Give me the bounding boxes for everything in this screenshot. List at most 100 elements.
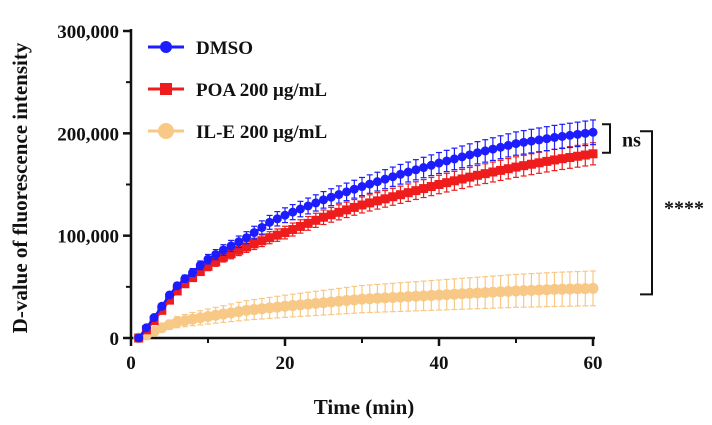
data-point bbox=[580, 128, 590, 138]
data-point bbox=[226, 241, 236, 251]
data-point bbox=[242, 233, 251, 243]
data-point bbox=[211, 250, 221, 260]
data-point bbox=[326, 210, 336, 220]
series-line bbox=[137, 152, 594, 339]
x-axis-title: Time (min) bbox=[314, 395, 415, 419]
data-point bbox=[372, 177, 382, 187]
data-point bbox=[380, 194, 390, 204]
bracket-ns bbox=[602, 123, 611, 154]
data-point bbox=[411, 165, 421, 175]
data-point bbox=[556, 283, 568, 295]
data-point bbox=[272, 214, 282, 224]
data-point bbox=[272, 230, 282, 240]
data-point bbox=[141, 323, 151, 333]
x-tick-label: 0 bbox=[126, 353, 136, 374]
data-point bbox=[203, 261, 213, 271]
data-point bbox=[480, 169, 490, 179]
data-point bbox=[319, 212, 328, 222]
data-point bbox=[488, 167, 498, 177]
legend-label: POA 200 μg/mL bbox=[196, 80, 327, 101]
data-point bbox=[534, 135, 544, 145]
data-point bbox=[396, 169, 405, 179]
y-tick-label: 0 bbox=[110, 329, 120, 350]
data-point bbox=[526, 159, 536, 169]
data-point bbox=[457, 174, 467, 184]
data-point bbox=[457, 152, 467, 162]
data-point bbox=[550, 132, 559, 142]
data-point bbox=[480, 146, 490, 156]
legend-label: DMSO bbox=[196, 38, 253, 59]
data-point bbox=[573, 151, 583, 161]
y-axis-title: D-value of fluorescence intensity bbox=[8, 42, 32, 333]
data-point bbox=[257, 222, 267, 232]
data-point bbox=[534, 158, 544, 168]
data-point bbox=[380, 174, 390, 184]
data-point bbox=[180, 274, 190, 284]
y-tick-label: 300,000 bbox=[57, 22, 119, 43]
data-point bbox=[342, 187, 352, 197]
sig-label-ns: ns bbox=[622, 129, 641, 151]
y-tick-label: 100,000 bbox=[57, 227, 119, 248]
data-point bbox=[218, 245, 228, 255]
data-point bbox=[288, 225, 298, 235]
data-point bbox=[326, 192, 336, 202]
data-point bbox=[549, 283, 560, 295]
y-axis: 0 100,000 200,000 300,000 bbox=[57, 22, 133, 350]
legend-marker bbox=[158, 123, 174, 139]
data-point bbox=[303, 218, 313, 228]
data-point bbox=[372, 196, 382, 206]
data-point bbox=[449, 176, 459, 186]
data-point bbox=[564, 283, 576, 295]
data-point bbox=[334, 190, 344, 200]
data-point bbox=[465, 172, 475, 182]
data-point bbox=[172, 286, 182, 296]
data-point bbox=[319, 195, 328, 205]
data-point bbox=[403, 188, 413, 198]
data-point bbox=[588, 149, 598, 159]
data-point bbox=[388, 172, 398, 182]
data-point bbox=[280, 228, 290, 238]
data-point bbox=[442, 156, 452, 166]
data-point bbox=[265, 217, 275, 227]
data-point bbox=[503, 164, 513, 174]
data-point bbox=[334, 207, 344, 217]
data-point bbox=[573, 129, 583, 139]
plot-area bbox=[133, 119, 599, 344]
data-point bbox=[172, 281, 182, 291]
data-point bbox=[265, 233, 275, 243]
data-point bbox=[295, 221, 305, 231]
data-point bbox=[511, 162, 521, 172]
data-point bbox=[518, 285, 530, 297]
significance-annotations: ns **** bbox=[602, 123, 704, 296]
data-point bbox=[357, 200, 367, 210]
data-point bbox=[218, 252, 228, 262]
data-point bbox=[357, 182, 367, 192]
data-point bbox=[342, 205, 352, 215]
data-point bbox=[165, 295, 174, 305]
data-point bbox=[496, 165, 506, 175]
data-point bbox=[580, 150, 590, 160]
data-point bbox=[411, 186, 421, 196]
x-tick-label: 40 bbox=[430, 353, 449, 374]
data-point bbox=[388, 192, 398, 202]
data-point bbox=[434, 158, 444, 168]
data-point bbox=[419, 163, 429, 173]
series-2 bbox=[133, 270, 599, 344]
data-point bbox=[311, 215, 321, 225]
data-point bbox=[542, 134, 552, 144]
legend: DMSO POA 200 μg/mL IL-E 200 μg/mL bbox=[148, 38, 327, 143]
data-point bbox=[525, 284, 537, 296]
data-point bbox=[587, 282, 599, 294]
data-point bbox=[588, 127, 598, 137]
data-point bbox=[188, 268, 198, 278]
sig-label-significant: **** bbox=[664, 197, 704, 219]
x-axis: 0 20 40 60 bbox=[126, 336, 603, 374]
data-point bbox=[519, 137, 529, 147]
data-point bbox=[519, 161, 529, 171]
data-point bbox=[295, 204, 305, 214]
data-point bbox=[257, 236, 267, 246]
data-point bbox=[303, 201, 313, 211]
data-point bbox=[465, 150, 475, 160]
data-point bbox=[188, 273, 198, 283]
